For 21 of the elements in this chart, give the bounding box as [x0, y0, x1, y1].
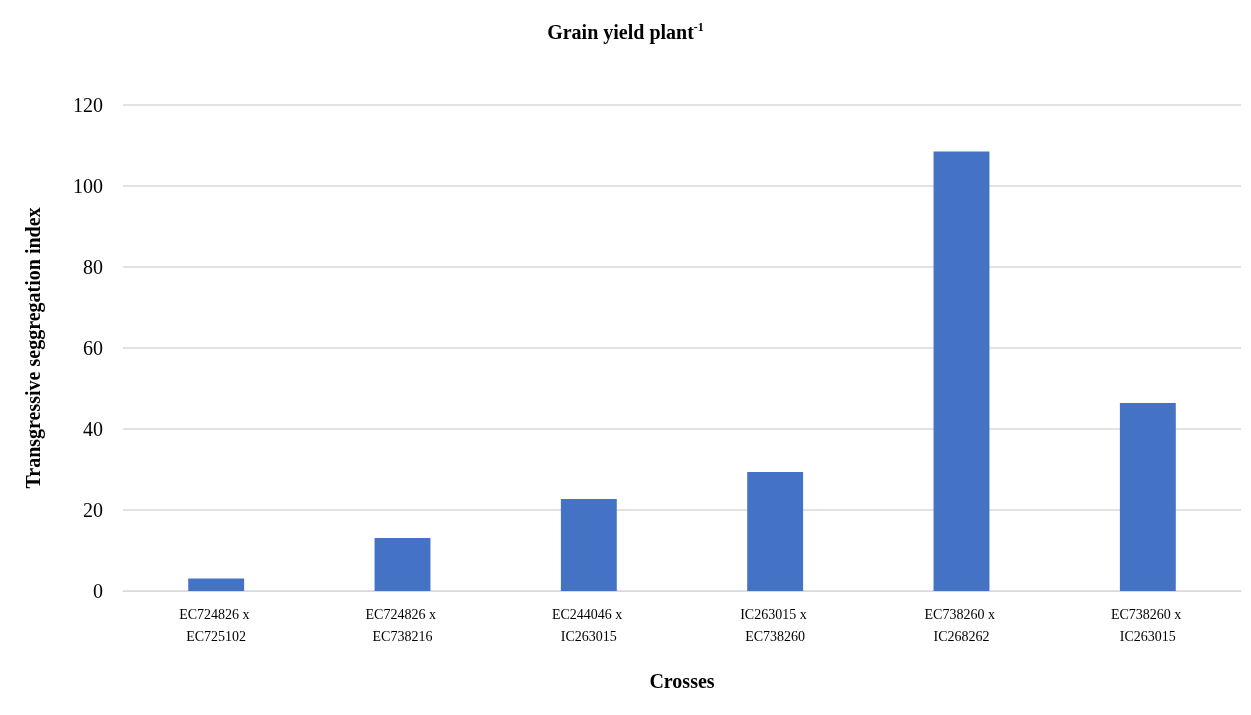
x-axis-title: Crosses [649, 670, 715, 692]
x-tick-label: EC724826 x EC725102 [179, 606, 254, 644]
x-tick-label: EC244046 x IC263015 [551, 606, 626, 644]
bar [374, 537, 431, 591]
y-tick-label: 80 [83, 256, 103, 278]
y-axis-title: Transgressive seggregation index [22, 207, 45, 489]
y-tick-label: 40 [83, 418, 103, 440]
bar [1119, 403, 1176, 591]
y-tick-label: 60 [83, 337, 103, 359]
y-tick-label: 100 [73, 175, 103, 197]
x-tick-label: IC263015 x EC738260 [740, 606, 811, 644]
x-tick-label: EC738260 x IC268262 [924, 606, 999, 644]
x-tick-label: EC738260 x IC263015 [1110, 606, 1185, 644]
y-tick-label: 20 [83, 499, 103, 521]
y-tick-label: 0 [93, 580, 103, 602]
bar [933, 151, 990, 591]
y-tick-label: 120 [73, 94, 103, 116]
x-tick-label: EC724826 x EC738216 [365, 606, 440, 644]
bar [747, 471, 804, 591]
bar [560, 499, 617, 591]
bar [188, 578, 245, 591]
